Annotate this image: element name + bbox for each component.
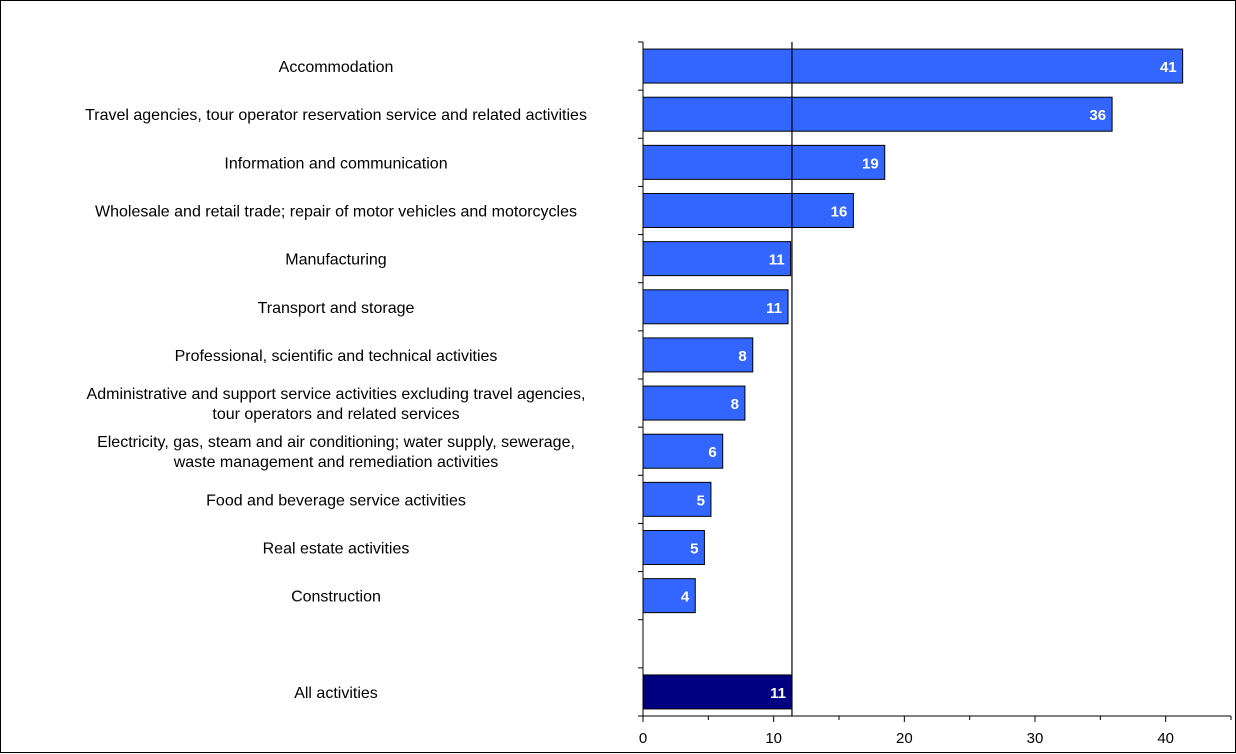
bar [642, 48, 1184, 84]
category-label: Electricity, gas, steam and air conditio… [97, 434, 575, 471]
bar [642, 337, 754, 373]
x-tick-label: 20 [896, 730, 913, 747]
x-tick-label: 40 [1157, 730, 1174, 747]
category-label: Professional, scientific and technical a… [175, 348, 498, 365]
category-label: Food and beverage service activities [206, 492, 466, 509]
x-tick-label: 10 [765, 730, 782, 747]
bar [642, 96, 1113, 132]
bar [642, 385, 746, 421]
category-label: All activities [294, 685, 378, 702]
category-label: Accommodation [279, 59, 394, 76]
category-label: Travel agencies, tour operator reservati… [85, 107, 587, 124]
category-label: Administrative and support service activ… [87, 386, 586, 423]
data-label: 4 [681, 589, 690, 606]
data-label: 19 [862, 155, 879, 172]
data-label: 11 [766, 300, 782, 317]
x-tick-label: 0 [639, 730, 647, 747]
data-label: 36 [1089, 107, 1106, 124]
bar [642, 144, 886, 180]
category-label: Transport and storage [258, 300, 415, 317]
category-label: Construction [291, 589, 381, 606]
bar [642, 433, 724, 469]
category-label: Manufacturing [285, 252, 386, 269]
data-label: 16 [831, 204, 848, 221]
data-label: 5 [690, 541, 698, 558]
bar [642, 241, 792, 277]
x-tick-label: 30 [1027, 730, 1044, 747]
bar [642, 674, 793, 710]
data-label: 8 [731, 396, 739, 413]
data-label: 5 [697, 492, 705, 509]
data-label: 8 [738, 348, 746, 365]
data-label: 11 [769, 252, 785, 269]
bar [642, 578, 696, 614]
category-label: Real estate activities [263, 541, 410, 558]
data-label: 6 [708, 444, 716, 461]
category-label: Wholesale and retail trade; repair of mo… [95, 204, 577, 221]
bar [642, 289, 789, 325]
category-label: Information and communication [224, 155, 447, 172]
bar [642, 530, 705, 565]
data-label: 11 [770, 685, 786, 702]
data-label: 41 [1160, 59, 1177, 76]
bar [642, 193, 854, 228]
bar [642, 481, 712, 517]
